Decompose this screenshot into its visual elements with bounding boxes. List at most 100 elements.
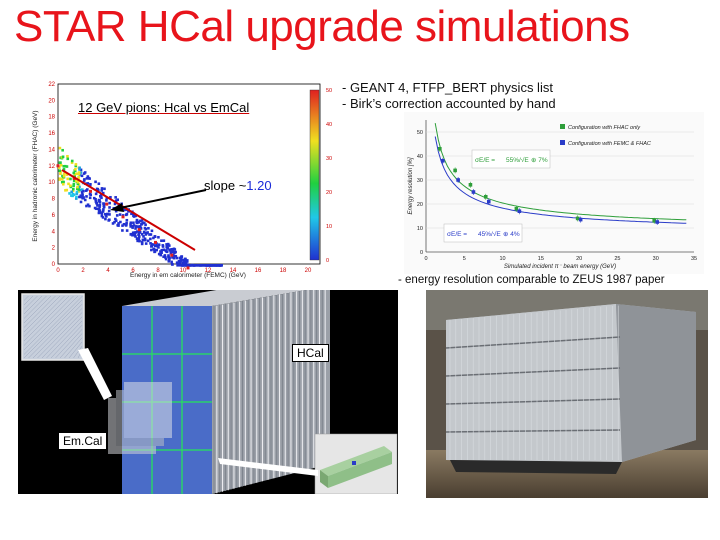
histogram-cell	[162, 239, 166, 242]
histogram-cell	[166, 247, 170, 250]
histogram-cell	[154, 244, 158, 248]
module-marker	[352, 461, 356, 465]
histogram-cell	[178, 256, 182, 260]
inset-line	[23, 295, 83, 355]
x-tick-label: 6	[131, 268, 135, 274]
histogram-cell	[200, 264, 204, 267]
histogram-cell	[129, 223, 132, 226]
histogram-cell	[134, 225, 138, 228]
y-tick-label: 10	[417, 226, 423, 232]
histogram-cell	[134, 227, 137, 230]
histogram-cell	[117, 222, 120, 225]
histogram-cell	[100, 187, 104, 190]
histogram-cell	[59, 163, 63, 167]
inset-line	[37, 312, 83, 359]
histogram-cell	[114, 199, 118, 202]
histogram-cell	[74, 197, 78, 200]
fit-curve-femc-fhac	[434, 136, 687, 224]
data-point	[486, 199, 491, 204]
inset-line	[23, 295, 43, 315]
fit-lower-prefix: σE/E =	[447, 231, 467, 238]
histogram-cell	[167, 258, 171, 261]
histogram-cell	[71, 189, 75, 193]
data-point	[575, 216, 580, 221]
histogram-cell	[157, 246, 160, 249]
fit-upper-constant: ⊕ 7%	[531, 157, 548, 164]
histogram-cell	[76, 185, 79, 189]
inset-line	[23, 295, 47, 319]
profile-point	[105, 202, 109, 206]
histogram-cell	[143, 226, 147, 230]
histogram-cell	[150, 243, 154, 246]
histogram-cell	[135, 219, 139, 223]
inset-line	[41, 316, 83, 359]
histogram-cell	[113, 202, 117, 206]
histogram-cell	[75, 172, 79, 176]
module-row-line	[445, 367, 621, 377]
hcal-vs-emcal-plot: 0 2 4 6 8 10 12 14 16 18 20 0 2 4 6 8 10 12 14 16 18 20 22 0 1…	[32, 82, 332, 279]
histogram-cell	[70, 194, 73, 197]
histogram-cell	[59, 172, 62, 176]
histogram-cell	[119, 220, 122, 224]
legend-label-femc-fhac: Configuration with FEMC & FHAC	[568, 141, 651, 147]
x-tick-label: 15	[538, 256, 544, 262]
resolution-chart: 0 5 10 15 20 25 30 35 0 10 20 30 40 50 Configuration…	[404, 112, 704, 274]
histogram-cell	[98, 205, 101, 209]
histogram-cell	[92, 196, 96, 200]
prototype-photo	[426, 290, 708, 498]
histogram-cell	[134, 214, 137, 217]
histogram-cell	[130, 212, 133, 216]
histogram-cell	[134, 231, 138, 234]
histogram-cell	[69, 177, 72, 181]
profile-point	[56, 164, 60, 168]
histogram-cell	[108, 206, 111, 209]
histogram-cell	[102, 202, 105, 205]
histogram-cell	[95, 201, 98, 205]
histogram-cell	[81, 193, 84, 196]
histogram-cell	[148, 233, 151, 236]
module-end	[320, 470, 328, 488]
histogram-cell	[63, 164, 67, 168]
prototype-stand	[450, 460, 622, 474]
inset-line	[64, 337, 83, 359]
x-tick-label: 0	[424, 256, 427, 262]
histogram-cell	[99, 211, 102, 214]
histogram-cell	[184, 262, 188, 266]
data-point	[453, 168, 457, 173]
histogram-cell	[121, 229, 124, 232]
histogram-cell	[197, 264, 201, 267]
legend-marker-femc-fhac	[560, 140, 565, 145]
inset-line	[55, 329, 83, 359]
histogram-cell	[80, 195, 84, 199]
histogram-cell	[184, 257, 187, 261]
histogram-cell	[97, 199, 101, 203]
histogram-cell	[139, 219, 142, 223]
histogram-cell	[164, 249, 168, 253]
chart-background	[404, 112, 704, 274]
histogram-cell	[94, 197, 97, 201]
histogram-cell	[184, 264, 188, 267]
histogram-cell	[97, 182, 101, 186]
fit-upper-prefix: σE/E =	[475, 157, 495, 164]
histogram-cell	[137, 220, 141, 224]
x-tick-label: 5	[463, 256, 466, 262]
data-point	[456, 178, 460, 182]
z-tick-label: 20	[326, 190, 332, 196]
histogram-cell	[66, 177, 70, 181]
histogram-cell	[73, 169, 77, 173]
histogram-cell	[98, 209, 102, 212]
histogram-cell	[146, 239, 150, 243]
histogram-cell	[82, 172, 86, 175]
module-pointer	[218, 458, 318, 476]
color-scale-bar	[309, 89, 320, 261]
histogram-cell	[125, 218, 129, 222]
histogram-cell	[121, 224, 124, 227]
histogram-cell	[125, 221, 128, 225]
inset-line	[23, 295, 65, 337]
x-tick-label: 16	[255, 268, 262, 274]
color-scale-tick-labels: 0 10 20 30 40 50	[326, 88, 332, 264]
histogram-cell	[105, 215, 108, 218]
histogram-cell	[61, 182, 65, 186]
histogram-cell	[170, 247, 174, 251]
module-row-line	[445, 336, 621, 349]
